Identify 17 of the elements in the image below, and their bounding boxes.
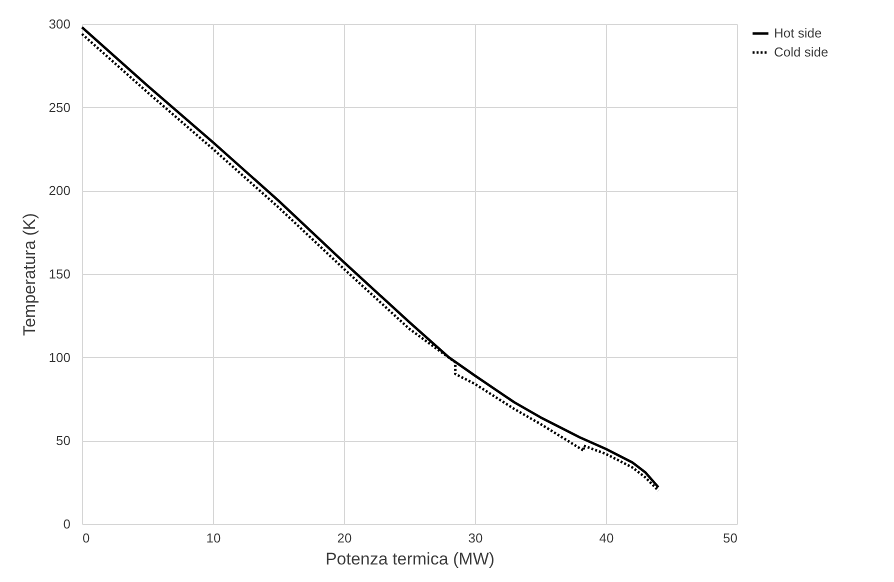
y-tick-label: 50 [56, 433, 70, 448]
x-tick-label: 40 [599, 530, 614, 546]
y-axis-title: Temperatura (K) [20, 213, 39, 336]
legend-label: Cold side [774, 44, 828, 60]
y-tick-label: 300 [48, 16, 70, 32]
y-tick-label: 100 [48, 350, 70, 365]
x-axis-title: Potenza termica (MW) [325, 550, 495, 568]
y-tick-label: 0 [63, 516, 70, 532]
y-tick-label: 150 [48, 266, 70, 282]
y-tick-label: 200 [48, 183, 70, 198]
x-tick-label: 20 [337, 530, 352, 546]
legend-label: Hot side [774, 26, 822, 40]
y-tick-label: 250 [48, 100, 70, 115]
x-tick-label: 0 [82, 530, 90, 546]
x-tick-label: 30 [468, 530, 483, 546]
x-tick-label: 10 [206, 530, 221, 546]
x-tick-label: 50 [723, 530, 738, 546]
